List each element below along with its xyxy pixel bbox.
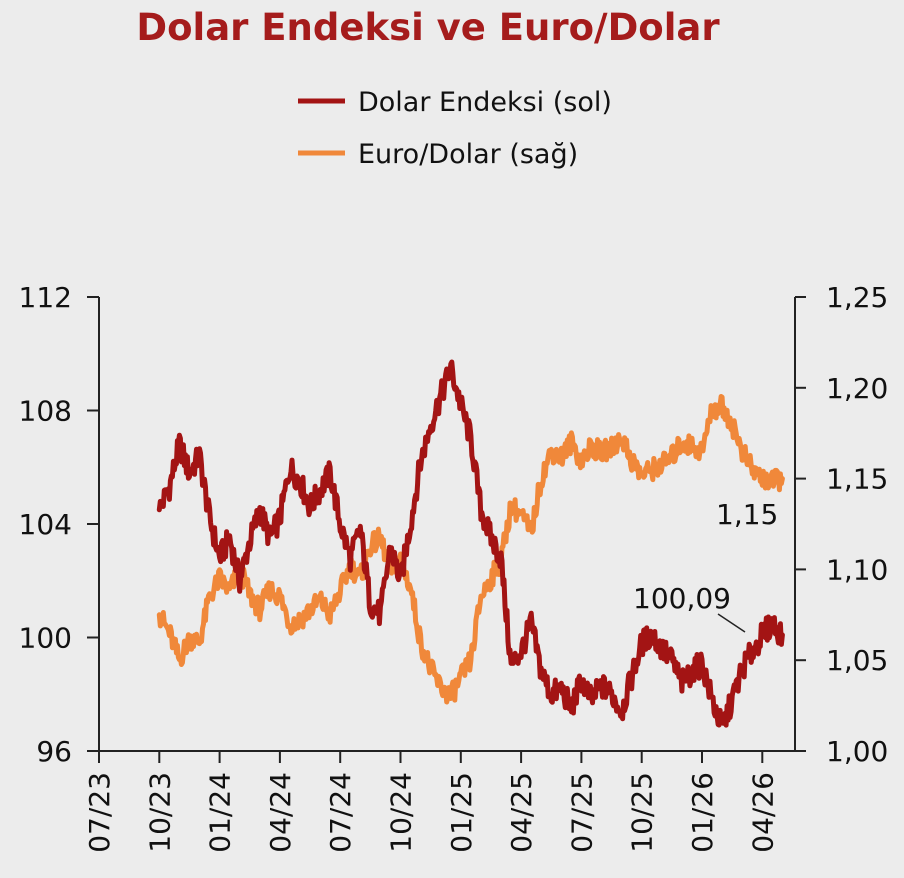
right-tick-label: 1,25 — [826, 281, 888, 314]
x-tick-label: 01/25 — [445, 772, 478, 853]
left-tick-label: 100 — [19, 622, 72, 655]
x-tick-label: 10/23 — [143, 772, 176, 853]
chart-title: Dolar Endeksi ve Euro/Dolar — [136, 6, 720, 49]
right-axis-ticks: 1,00 1,05 1,10 1,15 1,20 1,25 — [795, 281, 888, 768]
annotation-eurusd-last: 1,15 — [716, 498, 778, 531]
x-tick-label: 01/24 — [204, 772, 237, 853]
left-tick-label: 108 — [19, 395, 72, 428]
x-tick-label: 10/25 — [626, 772, 659, 853]
x-tick-label: 04/26 — [746, 772, 779, 853]
right-tick-label: 1,20 — [826, 372, 888, 405]
left-axis-ticks: 96 100 104 108 112 — [19, 281, 99, 768]
x-axis-ticks: 07/23 10/23 01/24 04/24 07/24 10/24 01/25 04/25… — [83, 751, 779, 853]
series-line-dolar-endeksi — [156, 359, 785, 728]
x-tick-label: 04/25 — [505, 772, 538, 853]
x-tick-label: 10/24 — [385, 772, 418, 853]
right-tick-label: 1,05 — [826, 644, 888, 677]
annotation-dxy-last: 100,09 — [633, 582, 731, 615]
x-tick-label: 01/26 — [686, 772, 719, 853]
right-tick-label: 1,00 — [826, 735, 888, 768]
series-line-euro-dolar — [156, 394, 785, 705]
legend-label-eurusd: Euro/Dolar (sağ) — [358, 139, 578, 170]
x-tick-label: 07/25 — [565, 772, 598, 853]
left-tick-label: 104 — [19, 508, 72, 541]
annotation-dxy-leader — [717, 613, 746, 633]
x-tick-label: 07/23 — [83, 772, 116, 853]
x-tick-label: 07/24 — [324, 772, 357, 853]
legend: Dolar Endeksi (sol) Euro/Dolar (sağ) — [298, 87, 612, 170]
right-tick-label: 1,15 — [826, 463, 888, 496]
left-tick-label: 96 — [36, 735, 72, 768]
legend-label-dxy: Dolar Endeksi (sol) — [358, 87, 612, 118]
right-tick-label: 1,10 — [826, 553, 888, 586]
left-tick-label: 112 — [19, 281, 72, 314]
x-tick-label: 04/24 — [264, 772, 297, 853]
